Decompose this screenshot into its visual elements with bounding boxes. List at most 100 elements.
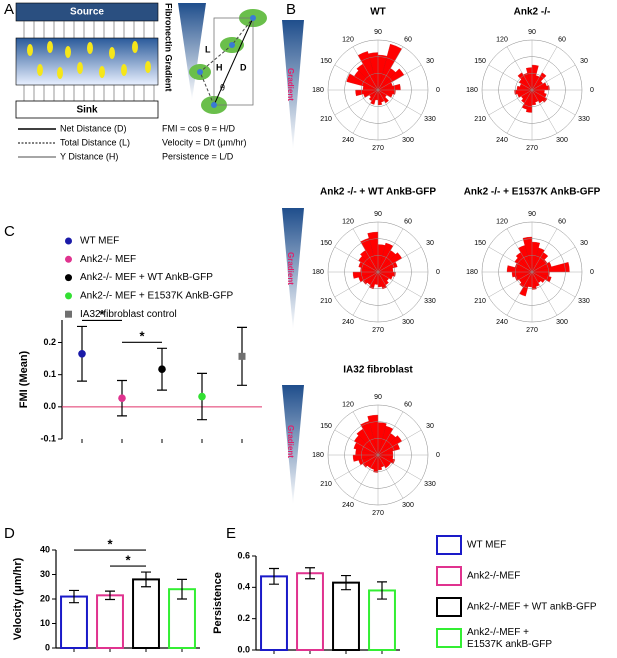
theta-tick-label: 30 [426,423,434,430]
polar-spoke [352,46,379,91]
chart-title: Ank2 -/- [514,7,551,18]
y-tick-label: 0.2 [43,337,56,347]
polar-spoke [352,228,379,273]
marker [198,392,206,401]
legend-text: WT MEF [80,236,119,247]
legend-text: Ank2-/-MEF + E1537K ankB-GFP [467,627,552,650]
legend-text: Ank2-/- MEF + WT AnkB-GFP [80,272,213,283]
theta-tick-label: 0 [436,87,440,94]
theta-tick-label: 90 [374,394,382,401]
y-tick-label: 0.2 [237,613,250,623]
theta-tick-label: 240 [342,319,354,326]
error-bar [177,578,187,600]
theta-tick-label: 210 [320,298,332,305]
theta-tick-label: 330 [424,481,436,488]
polar-spoke [506,89,533,134]
significance-star: * [107,536,113,551]
polar-spoke [377,454,404,499]
polar-spoke [352,411,379,456]
theta-tick-label: 0 [590,269,594,276]
polar-spoke [377,46,404,91]
polar-spoke [488,64,533,91]
theta-tick-label: 30 [580,240,588,247]
gradient-label: Gradient [286,425,295,458]
polar-spoke [377,228,404,273]
bar [332,581,360,652]
theta-tick-label: 330 [578,298,590,305]
theta-tick-label: 60 [558,37,566,44]
polar-spoke [531,89,558,134]
polar-spoke [531,246,576,273]
y-tick-label: 0.6 [237,550,250,560]
theta-tick-label: 120 [342,37,354,44]
y-tick-label: 0.0 [43,401,56,411]
sink-box [15,100,159,119]
polar-spoke [352,271,379,316]
polar-spoke [334,271,379,298]
theta-tick-label: 300 [402,319,414,326]
theta-tick-label: 210 [474,116,486,123]
gradient-triangle [282,20,304,150]
gradient-label: Gradient [286,252,295,285]
significance-star: * [125,552,131,567]
polar-spoke [377,89,404,134]
error-bar [269,567,279,585]
theta-tick-label: 150 [320,58,332,65]
theta-tick-label: 90 [374,211,382,218]
polar-spoke [334,429,379,456]
theta-tick-label: 270 [372,145,384,152]
box [213,17,254,106]
bar [132,578,160,650]
polar-spoke [377,429,422,456]
polar-spoke [352,454,379,499]
panel-label: A [4,1,14,18]
y-tick-label: 0 [45,642,50,652]
theta-tick-label: 60 [558,219,566,226]
polar-spoke [531,271,558,316]
y-tick-label: 40 [40,544,50,554]
bar [296,572,324,652]
total-path [199,17,254,106]
formula: Velocity = D/t (μm/hr) [162,137,246,147]
theta-tick-label: 120 [342,219,354,226]
error-bar [69,589,79,604]
panel-label: B [286,1,296,18]
legend-text: Ank2-/-MEF + WT ankB-GFP [467,602,597,613]
polar-spoke [506,46,533,91]
theta-tick-label: 150 [320,240,332,247]
legend-box [436,566,462,586]
polar-spoke [334,89,379,116]
theta-tick-label: 180 [312,269,324,276]
polar-spoke [488,246,533,273]
theta-tick-label: 270 [372,327,384,334]
y-axis-label: Velocity (μm/hr) [12,557,24,640]
legend-marker [65,255,72,263]
theta-tick-label: 60 [404,37,412,44]
bar [260,575,288,651]
panel-label: E [226,525,236,542]
theta-tick-label: 30 [426,240,434,247]
error-bar [305,567,315,580]
gradient-label: Gradient [286,68,295,101]
sink-label: Sink [76,105,98,116]
polar-spoke [377,89,422,116]
theta-tick-label: 60 [404,402,412,409]
panel-label: D [4,525,15,542]
y-tick-label: 0.1 [43,369,56,379]
theta-tick-label: 240 [342,502,354,509]
chart-title: Ank2 -/- + E1537K AnkB-GFP [464,187,601,198]
polar-spoke [352,89,379,134]
legend-box [436,535,462,555]
bar [60,595,88,649]
polar-spoke [377,271,422,298]
theta-tick-label: 270 [372,510,384,517]
channels [23,21,155,101]
formula: FMI = cos θ = H/D [162,123,236,133]
marker [118,394,126,402]
y-tick-label: 20 [40,593,50,603]
formula: Persistence = L/D [162,151,234,161]
path-label: L [205,44,211,54]
nuclei [197,15,256,108]
theta-tick-label: 240 [496,137,508,144]
theta-tick-label: 90 [528,211,536,218]
